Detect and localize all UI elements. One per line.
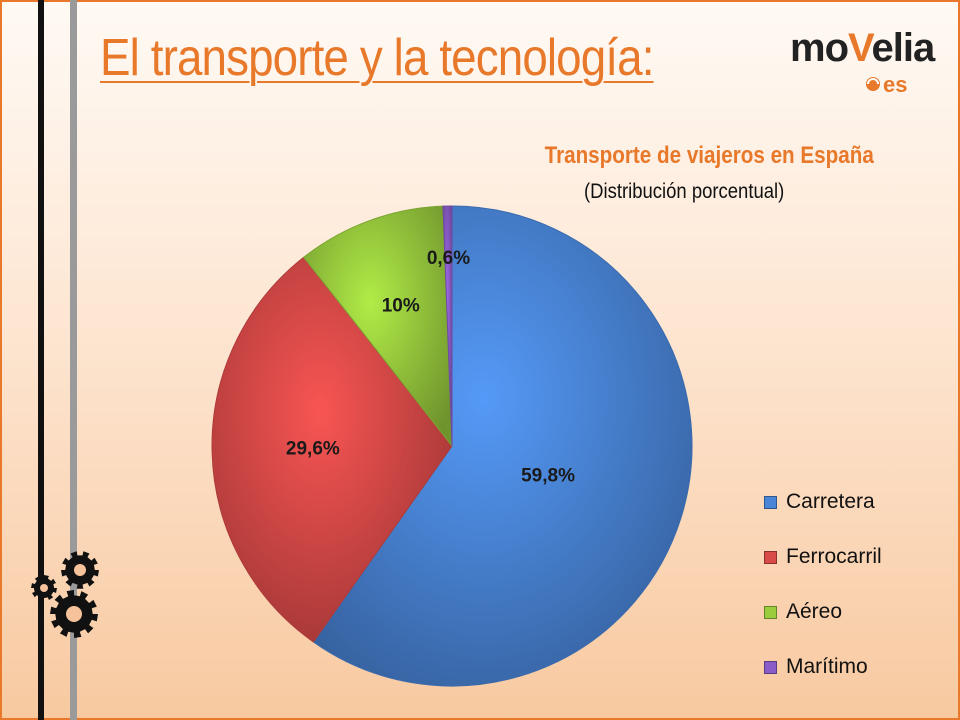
data-label-aéreo: 10%: [382, 295, 420, 316]
legend-swatch: [764, 660, 777, 674]
logo-wordmark: moVelia: [790, 26, 935, 71]
legend-swatch: [764, 605, 777, 619]
logo-suffix: es: [883, 72, 908, 97]
pie-slice-marítimo: [442, 205, 453, 447]
decorative-black-bar: [38, 0, 44, 720]
data-label-carretera: 59,8%: [521, 466, 575, 487]
gear-hole: [40, 584, 48, 592]
legend-label: Carretera: [786, 490, 875, 513]
logo-dot-icon: [866, 77, 880, 91]
legend-label: Ferrocarril: [786, 545, 882, 568]
logo-word-accent: V: [848, 26, 873, 70]
legend-item-carretera: Carretera: [764, 490, 875, 514]
data-label-ferrocarril: 29,6%: [286, 439, 340, 460]
gears-icon: [31, 551, 99, 638]
pie-slice-aéreo: [303, 205, 453, 448]
data-label-marítimo: 0,6%: [427, 248, 470, 269]
legend-item-ferrocarril: Ferrocarril: [764, 545, 882, 569]
chart-title: Transporte de viajeros en España: [544, 142, 874, 169]
legend-label: Aéreo: [786, 600, 843, 623]
pie-slice-carretera: [312, 205, 693, 687]
decorative-gray-bar: [70, 0, 77, 720]
legend-swatch: [764, 495, 777, 509]
chart-subtitle: (Distribución porcentual): [584, 180, 785, 203]
logo-word-part1: mo: [790, 26, 849, 70]
logo-word-part2: elia: [871, 26, 935, 70]
legend-item-aéreo: Aéreo: [764, 600, 842, 624]
slide-title: El transporte y la tecnología:: [100, 29, 654, 87]
legend-label: Marítimo: [786, 655, 868, 678]
movelia-logo: moVelia es: [790, 26, 940, 97]
legend-item-marítimo: Marítimo: [764, 655, 868, 679]
gear-hole: [66, 606, 82, 622]
gear-hole: [74, 564, 86, 576]
pie-slice-ferrocarril: [211, 256, 453, 643]
legend-swatch: [764, 550, 777, 564]
